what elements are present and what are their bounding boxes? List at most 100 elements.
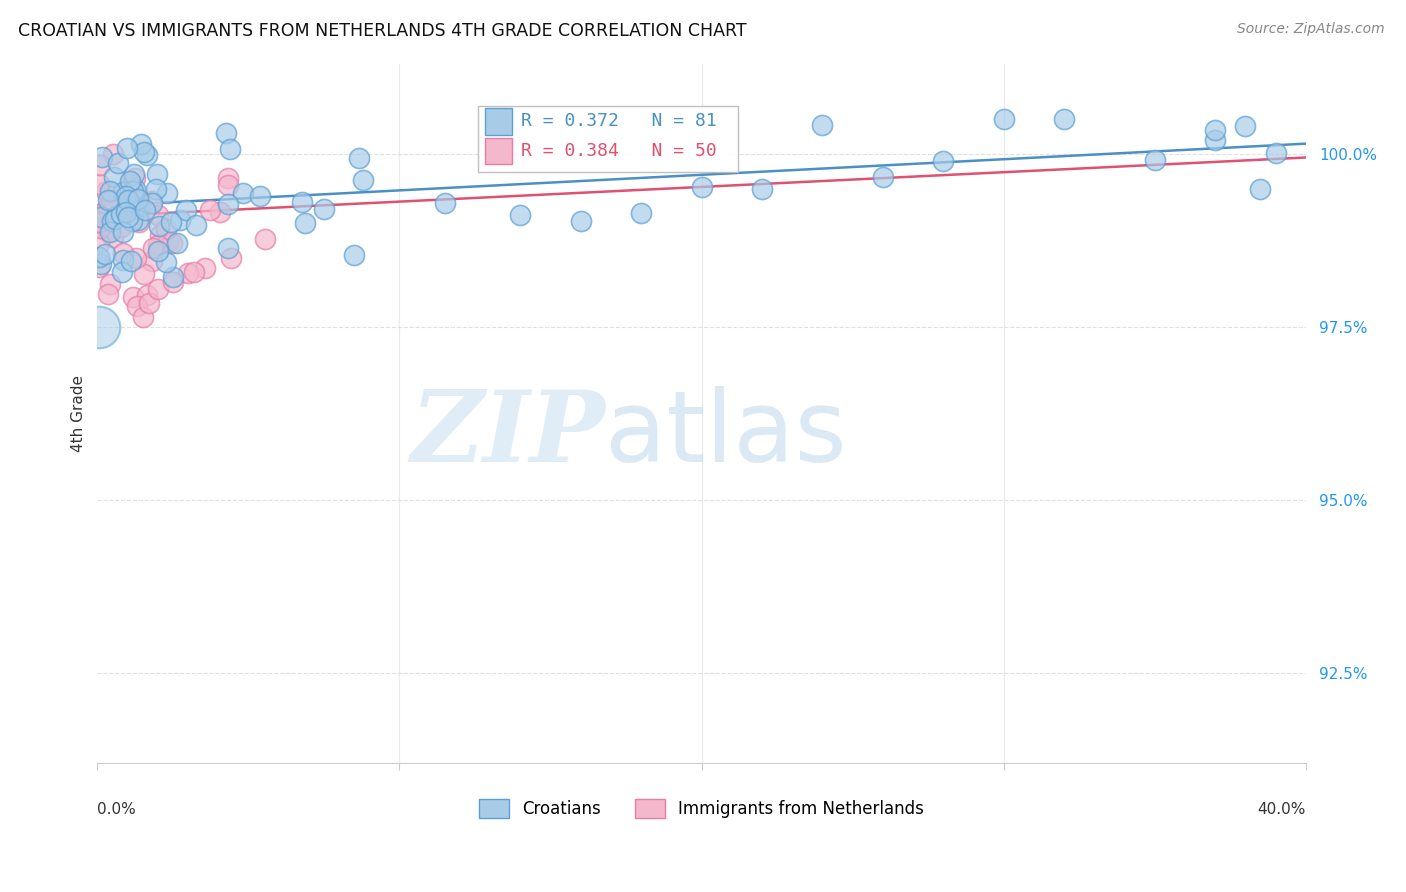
Point [89, 220, 111, 235]
Point [217, 197, 239, 211]
Point [96, 184, 118, 198]
FancyBboxPatch shape [478, 106, 738, 172]
Point [121, 184, 143, 198]
Point [314, 202, 336, 217]
Point [118, 200, 141, 214]
Point [156, 186, 179, 200]
Point [347, 152, 370, 166]
Point [145, 181, 167, 195]
Point [97, 194, 120, 208]
Point [115, 189, 138, 203]
Point [103, 194, 125, 209]
Point [110, 207, 132, 221]
Point [509, 208, 531, 222]
Point [174, 203, 197, 218]
Point [434, 195, 457, 210]
Point [104, 211, 127, 226]
Point [630, 206, 652, 220]
Point [148, 219, 170, 233]
Point [1204, 123, 1226, 137]
Point [1204, 133, 1226, 147]
Point [217, 241, 239, 255]
Point [87, 207, 110, 221]
Point [108, 209, 131, 223]
Point [94, 247, 117, 261]
Text: R = 0.384   N = 50: R = 0.384 N = 50 [522, 142, 717, 161]
Point [148, 244, 170, 258]
Point [128, 215, 150, 229]
Point [127, 213, 149, 227]
Point [217, 170, 239, 185]
Point [90, 257, 112, 271]
Point [89, 158, 111, 172]
Point [690, 180, 713, 194]
FancyBboxPatch shape [485, 138, 512, 164]
Point [87, 235, 110, 250]
Point [124, 201, 146, 215]
Point [183, 265, 205, 279]
Point [104, 209, 127, 223]
Text: R = 0.372   N = 81: R = 0.372 N = 81 [522, 112, 717, 130]
Point [87, 177, 110, 191]
Point [98, 225, 121, 239]
Point [254, 231, 277, 245]
Point [96, 201, 118, 215]
Point [208, 205, 231, 219]
FancyBboxPatch shape [485, 108, 512, 135]
Point [124, 182, 146, 196]
Text: 40.0%: 40.0% [1257, 802, 1306, 816]
Point [169, 212, 191, 227]
Text: CROATIAN VS IMMIGRANTS FROM NETHERLANDS 4TH GRADE CORRELATION CHART: CROATIAN VS IMMIGRANTS FROM NETHERLANDS … [18, 22, 747, 40]
Point [115, 141, 138, 155]
Legend: Croatians, Immigrants from Netherlands: Croatians, Immigrants from Netherlands [472, 793, 931, 825]
Point [162, 275, 184, 289]
Point [132, 145, 155, 159]
Text: 0.0%: 0.0% [97, 802, 136, 816]
Point [146, 167, 169, 181]
Text: atlas: atlas [605, 386, 846, 483]
Point [132, 267, 155, 281]
Point [120, 174, 142, 188]
Point [125, 299, 148, 313]
Point [111, 265, 134, 279]
Point [993, 112, 1015, 127]
Point [90, 211, 112, 225]
Point [155, 255, 177, 269]
Point [751, 181, 773, 195]
Point [1143, 153, 1166, 168]
Point [872, 169, 894, 184]
Point [294, 216, 316, 230]
Point [117, 194, 139, 208]
Point [160, 215, 183, 229]
Point [136, 288, 159, 302]
Point [120, 197, 142, 211]
Point [134, 202, 156, 217]
Text: Source: ZipAtlas.com: Source: ZipAtlas.com [1237, 22, 1385, 37]
Point [125, 252, 148, 266]
Point [117, 211, 139, 225]
Point [932, 154, 955, 169]
Point [162, 235, 184, 250]
Point [127, 193, 149, 207]
Point [177, 266, 200, 280]
Point [156, 235, 179, 249]
Point [343, 248, 366, 262]
Point [129, 136, 152, 151]
Point [101, 147, 124, 161]
Point [146, 207, 169, 221]
Point [141, 194, 163, 208]
Point [112, 186, 135, 200]
Point [186, 218, 208, 232]
Point [136, 148, 159, 162]
Point [122, 290, 145, 304]
Point [217, 178, 239, 193]
Point [121, 213, 143, 227]
Point [249, 189, 271, 203]
Point [90, 149, 112, 163]
Point [87, 215, 110, 229]
Y-axis label: 4th Grade: 4th Grade [72, 376, 86, 452]
Point [141, 253, 163, 268]
Point [112, 245, 135, 260]
Point [87, 250, 110, 264]
Point [111, 225, 134, 239]
